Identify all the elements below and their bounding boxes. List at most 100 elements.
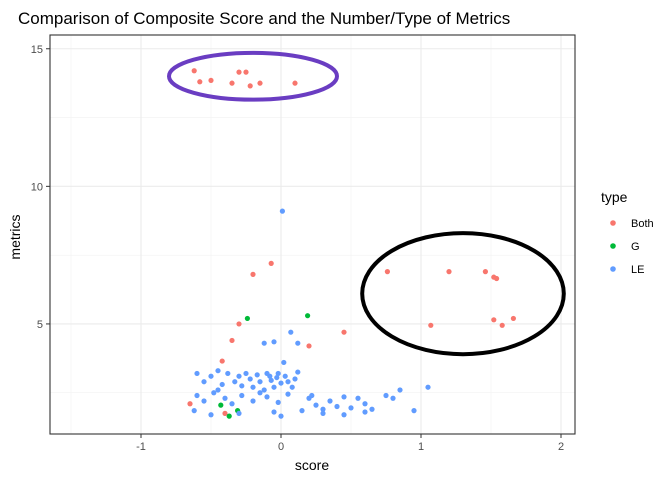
point-le [201,379,207,385]
point-le [397,387,403,393]
chart-title: Comparison of Composite Score and the Nu… [18,9,510,28]
point-le [425,384,431,390]
point-le [313,402,319,408]
point-le [320,410,326,416]
point-le [383,392,389,399]
point-le [327,398,333,404]
point-both [187,401,193,407]
point-both [499,322,505,328]
legend-key-le [610,266,616,272]
point-le [194,392,200,399]
point-le [264,370,270,377]
point-both [257,80,263,86]
legend-title: type [601,189,628,205]
point-le [222,395,228,401]
point-le [211,390,217,396]
point-le [236,373,242,379]
x-axis-ticks: -1 0 1 2 [136,434,564,453]
y-axis-title: metrics [7,214,23,259]
point-le [334,403,340,410]
point-le [285,391,291,397]
point-both [191,68,197,74]
point-both [494,275,500,282]
panel-border [49,34,576,435]
point-le [250,398,256,404]
point-le [225,370,231,377]
point-both [229,80,235,86]
point-g [244,315,250,322]
point-both [491,317,497,323]
point-le [257,379,263,385]
point-le [288,329,294,335]
point-le [268,377,274,383]
data-points [187,68,516,419]
x-tick-label: 0 [278,441,284,453]
point-le [278,413,284,419]
point-le [362,409,368,415]
point-le [295,340,301,346]
point-le [282,373,288,379]
grid [49,34,576,435]
point-le [281,359,287,366]
point-g [226,413,232,419]
point-both [292,80,298,86]
point-le [275,399,281,405]
point-le [274,374,280,381]
point-le [191,408,197,414]
point-le [271,384,277,390]
point-both [247,83,253,89]
point-le [229,401,235,407]
point-le [194,370,200,377]
point-le [254,372,260,378]
x-axis-title: score [295,457,329,473]
legend-label-both: Both [631,218,654,230]
point-both [341,329,347,335]
point-le [236,410,242,416]
legend: type Both G LE [601,189,654,276]
point-le [261,340,267,346]
point-le [292,376,298,382]
point-le [279,208,285,214]
point-le [369,406,375,412]
point-both [482,269,488,275]
y-tick-label: 15 [31,44,43,56]
point-both [306,343,312,349]
annotations [167,50,566,357]
legend-key-both [610,220,616,226]
point-both [510,315,516,322]
annotation-ellipse-1 [167,50,339,102]
legend-key-g [610,243,616,249]
point-le [208,412,214,418]
y-tick-label: 10 [31,181,43,193]
point-le [201,398,207,404]
point-le [215,387,221,393]
point-le [411,408,417,414]
point-le [299,408,305,414]
point-le [390,395,396,401]
point-both [229,337,235,344]
point-le [232,379,238,385]
point-both [243,69,249,75]
point-le [264,394,270,400]
point-le [309,392,315,399]
point-le [243,370,249,377]
point-le [278,380,284,386]
point-le [295,369,301,375]
point-le [348,405,354,411]
point-g [305,313,311,319]
x-tick-label: 1 [418,441,424,453]
point-both [268,260,274,266]
point-le [341,412,347,418]
point-le [257,390,263,396]
point-le [341,394,347,400]
point-le [320,406,326,412]
point-le [271,409,277,415]
point-le [247,376,253,382]
y-axis-ticks: 5 10 15 [31,44,50,331]
point-le [289,384,295,390]
x-tick-label: -1 [136,441,146,453]
point-le [219,381,225,388]
point-both [222,410,228,416]
point-le [239,392,245,399]
point-both [384,269,390,275]
